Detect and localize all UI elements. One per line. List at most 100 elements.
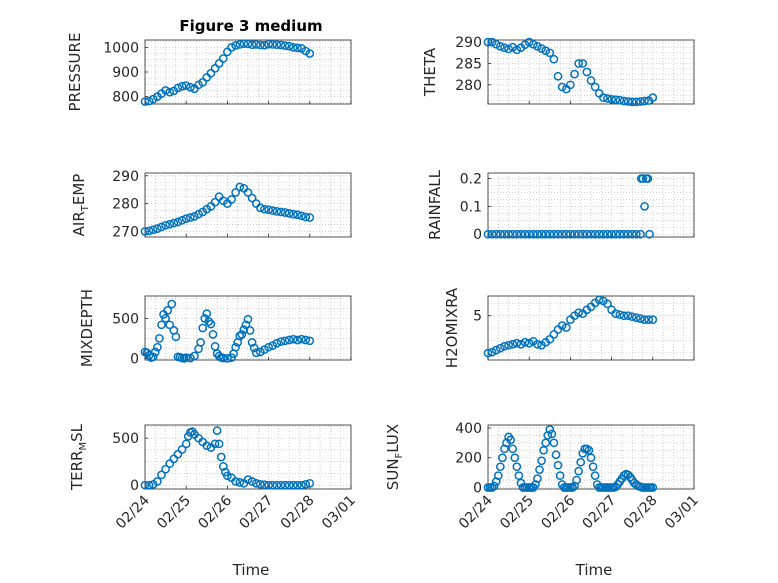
data-point-mixdepth xyxy=(280,336,290,346)
data-point-theta xyxy=(487,37,497,47)
y-axis-label-main: PRESSURE xyxy=(66,33,84,112)
data-point-rainfall xyxy=(574,229,583,239)
data-point-mixdepth xyxy=(218,353,228,363)
data-point-pressure xyxy=(181,81,191,90)
data-point-rainfall xyxy=(623,229,633,239)
data-point-air_temp xyxy=(185,213,195,222)
data-point-terr_msl xyxy=(251,479,261,488)
data-point-theta xyxy=(566,80,575,90)
data-point-rainfall xyxy=(500,229,509,239)
data-point-rainfall xyxy=(545,229,555,239)
y-tick-label: 0.1 xyxy=(460,199,482,215)
data-point-mixdepth xyxy=(155,334,164,343)
y-axis-label: MIXDEPTH xyxy=(78,289,96,367)
data-point-air_temp xyxy=(153,224,162,234)
data-point-h2omixra xyxy=(524,338,534,348)
data-point-terr_msl xyxy=(140,480,150,490)
data-point-mixdepth xyxy=(208,330,218,339)
data-point-sun_flux xyxy=(551,450,561,460)
x-tick-label: 03/01 xyxy=(662,493,702,533)
data-point-rainfall xyxy=(520,229,530,239)
panel-pressure: 800 900 1000 PRESSURE xyxy=(66,33,352,112)
data-point-h2omixra xyxy=(627,312,637,322)
data-point-air_temp xyxy=(148,225,158,235)
y-axis-label: TERRMSL xyxy=(68,423,89,491)
data-point-theta xyxy=(541,46,551,56)
data-point-pressure xyxy=(177,81,187,91)
data-point-terr_msl xyxy=(256,479,265,489)
data-point-sun_flux xyxy=(545,425,555,434)
data-point-mixdepth xyxy=(165,320,175,330)
data-point-rainfall xyxy=(549,229,559,239)
data-point-air_temp xyxy=(305,213,315,222)
data-point-theta xyxy=(500,43,509,53)
data-point-theta xyxy=(496,42,505,51)
data-point-sun_flux xyxy=(588,462,598,472)
data-point-air_temp xyxy=(301,212,311,222)
data-point-rainfall xyxy=(553,229,563,239)
data-point-mixdepth xyxy=(185,353,195,363)
data-point-rainfall xyxy=(528,229,538,239)
data-point-sun_flux xyxy=(537,456,546,466)
y-tick-label: 280 xyxy=(112,197,139,213)
data-point-mixdepth xyxy=(167,299,177,309)
data-point-pressure xyxy=(268,40,278,49)
data-point-air_temp xyxy=(272,207,282,216)
data-point-sun_flux xyxy=(539,445,548,455)
data-point-theta xyxy=(615,95,625,105)
data-point-terr_msl xyxy=(214,439,224,449)
data-point-air_temp xyxy=(140,227,150,236)
data-point-mixdepth xyxy=(206,319,216,329)
data-point-rainfall xyxy=(640,202,649,211)
data-point-mixdepth xyxy=(181,353,191,362)
data-point-air_temp xyxy=(165,219,175,229)
x-tick-label: 02/24 xyxy=(113,492,153,532)
data-point-h2omixra xyxy=(623,311,633,321)
y-axis-label: PRESSURE xyxy=(66,33,84,112)
data-point-rainfall xyxy=(636,229,645,239)
data-point-pressure xyxy=(264,39,273,49)
data-point-mixdepth xyxy=(247,338,257,347)
data-point-h2omixra xyxy=(516,339,526,349)
data-point-rainfall xyxy=(483,229,493,239)
data-point-sun_flux xyxy=(514,471,524,480)
data-point-sun_flux xyxy=(508,444,518,454)
data-point-theta xyxy=(640,96,649,106)
data-point-pressure xyxy=(256,40,265,50)
y-tick-label: 280 xyxy=(455,78,482,94)
data-point-terr_msl xyxy=(280,480,290,490)
data-point-mixdepth xyxy=(153,342,162,352)
x-tick-label: 02/25 xyxy=(497,493,537,533)
data-point-sun_flux xyxy=(506,435,516,445)
data-point-mixdepth xyxy=(204,317,214,326)
data-point-terr_msl xyxy=(268,480,278,490)
data-point-pressure xyxy=(288,43,298,52)
data-point-h2omixra xyxy=(557,321,567,330)
data-point-rainfall xyxy=(537,229,546,239)
y-axis-label-suffix: SL xyxy=(68,423,86,442)
data-point-terr_msl xyxy=(144,480,154,490)
data-point-rainfall xyxy=(533,229,542,239)
y-axis-label-main: THETA xyxy=(421,47,439,97)
data-point-terr_msl xyxy=(260,480,269,490)
data-point-mixdepth xyxy=(190,351,199,361)
data-point-mixdepth xyxy=(157,320,166,330)
data-point-sun_flux xyxy=(487,483,497,492)
axes-box xyxy=(144,424,352,490)
y-axis-label: SUNFLUX xyxy=(384,424,405,490)
data-point-sun_flux xyxy=(533,474,542,483)
figure-title: Figure 3 medium xyxy=(179,17,322,35)
data-point-terr_msl xyxy=(293,480,302,490)
data-point-sun_flux xyxy=(582,444,592,454)
data-point-sun_flux xyxy=(611,482,621,492)
data-point-mixdepth xyxy=(284,335,294,345)
y-tick-label: 0 xyxy=(473,227,482,243)
data-point-pressure xyxy=(239,39,249,49)
data-point-theta xyxy=(586,76,596,85)
data-point-pressure xyxy=(144,96,154,106)
x-tick-label: 02/24 xyxy=(456,492,496,532)
data-point-air_temp xyxy=(280,208,290,217)
data-point-rainfall xyxy=(512,229,522,239)
data-point-rainfall xyxy=(627,229,637,239)
data-point-mixdepth xyxy=(198,323,208,333)
